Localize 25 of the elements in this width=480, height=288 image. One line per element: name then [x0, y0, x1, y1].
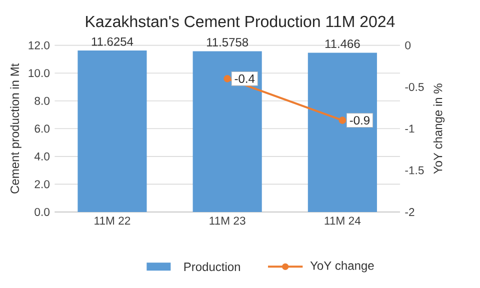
- data-label: -0.4: [234, 74, 255, 83]
- y2-axis-title: YoY change in %: [433, 84, 445, 174]
- y-tick-label: 0.0: [34, 208, 50, 216]
- y-axis-title: Cement production in Mt: [10, 63, 22, 194]
- y-tick-label: 8.0: [34, 96, 50, 105]
- y-tick-label: 4.0: [34, 152, 50, 160]
- legend-label: Production: [184, 262, 240, 272]
- y2-tick-label: -1: [405, 124, 414, 133]
- y2-tick-label: -2: [405, 208, 414, 216]
- y2-tick-label: -0.5: [405, 82, 424, 91]
- x-tick-label: 11M 24: [324, 216, 361, 225]
- data-label: 11.6254: [92, 37, 134, 46]
- y-tick-label: 12.0: [28, 41, 50, 50]
- chart-title: Kazakhstan's Cement Production 11M 2024: [86, 15, 395, 28]
- data-label: 11.466: [325, 40, 360, 48]
- data-label: -0.9: [350, 116, 370, 125]
- x-tick-label: 11M 23: [210, 216, 246, 225]
- legend-label: YoY change: [310, 261, 374, 272]
- data-label: 11.5758: [207, 38, 248, 47]
- y2-tick-label: -1.5: [405, 166, 424, 174]
- y-tick-label: 2.0: [34, 180, 50, 188]
- y-tick-label: 10.0: [28, 69, 50, 78]
- x-tick-label: 11M 22: [94, 216, 130, 225]
- y2-tick-label: 0: [405, 41, 411, 50]
- y-tick-label: 6.0: [34, 124, 50, 133]
